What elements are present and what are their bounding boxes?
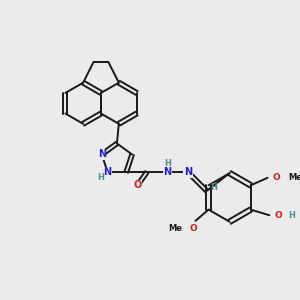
Text: N: N [103, 167, 112, 177]
Text: H: H [288, 211, 295, 220]
Text: N: N [98, 149, 106, 159]
Text: O: O [134, 180, 142, 190]
Text: O: O [273, 173, 281, 182]
Text: Me: Me [168, 224, 182, 233]
Text: H: H [164, 159, 171, 168]
Text: N: N [184, 167, 192, 177]
Text: O: O [190, 224, 197, 233]
Text: Me: Me [288, 173, 300, 182]
Text: H: H [211, 183, 218, 192]
Text: N: N [164, 167, 172, 177]
Text: O: O [275, 211, 283, 220]
Text: H: H [98, 173, 104, 182]
